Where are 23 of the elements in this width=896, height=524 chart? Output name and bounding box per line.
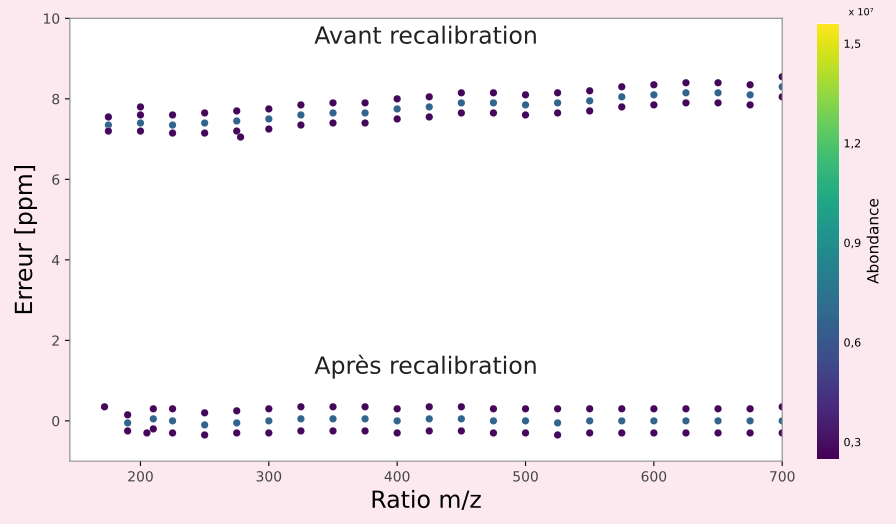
y-tick-label: 10 <box>44 13 60 24</box>
x-tick-label: 700 <box>770 471 795 482</box>
color-bar-title: Abondance <box>866 198 879 284</box>
color-bar-label: 0,9 <box>844 238 860 248</box>
y-tick-label: 0 <box>52 416 60 426</box>
y-tick-label: 8 <box>52 94 60 104</box>
color-bar-label: 1,5 <box>844 40 860 50</box>
color-bar-label: 0,6 <box>844 338 860 348</box>
x-tick-label: 400 <box>384 471 410 482</box>
series-label: Après recalibration <box>314 354 536 379</box>
text: x 10⁷ <box>848 8 874 16</box>
color-bar-label: 1,2 <box>844 139 860 149</box>
y-tick-label: 4 <box>52 255 60 266</box>
x-axis-title: Ratio m/z <box>372 490 481 510</box>
x-tick-label: 600 <box>642 471 666 482</box>
y-axis-title: Erreur [ppm] <box>14 166 37 314</box>
x-tick-label: 300 <box>256 471 282 482</box>
y-tick-label: 6 <box>52 174 60 185</box>
x-tick-label: 200 <box>128 471 153 482</box>
color-bar-label: 0,3 <box>844 438 860 448</box>
x-tick-label: 500 <box>513 471 538 482</box>
y-tick-label: 2 <box>52 335 59 346</box>
text: Avant recalibration <box>314 26 536 44</box>
